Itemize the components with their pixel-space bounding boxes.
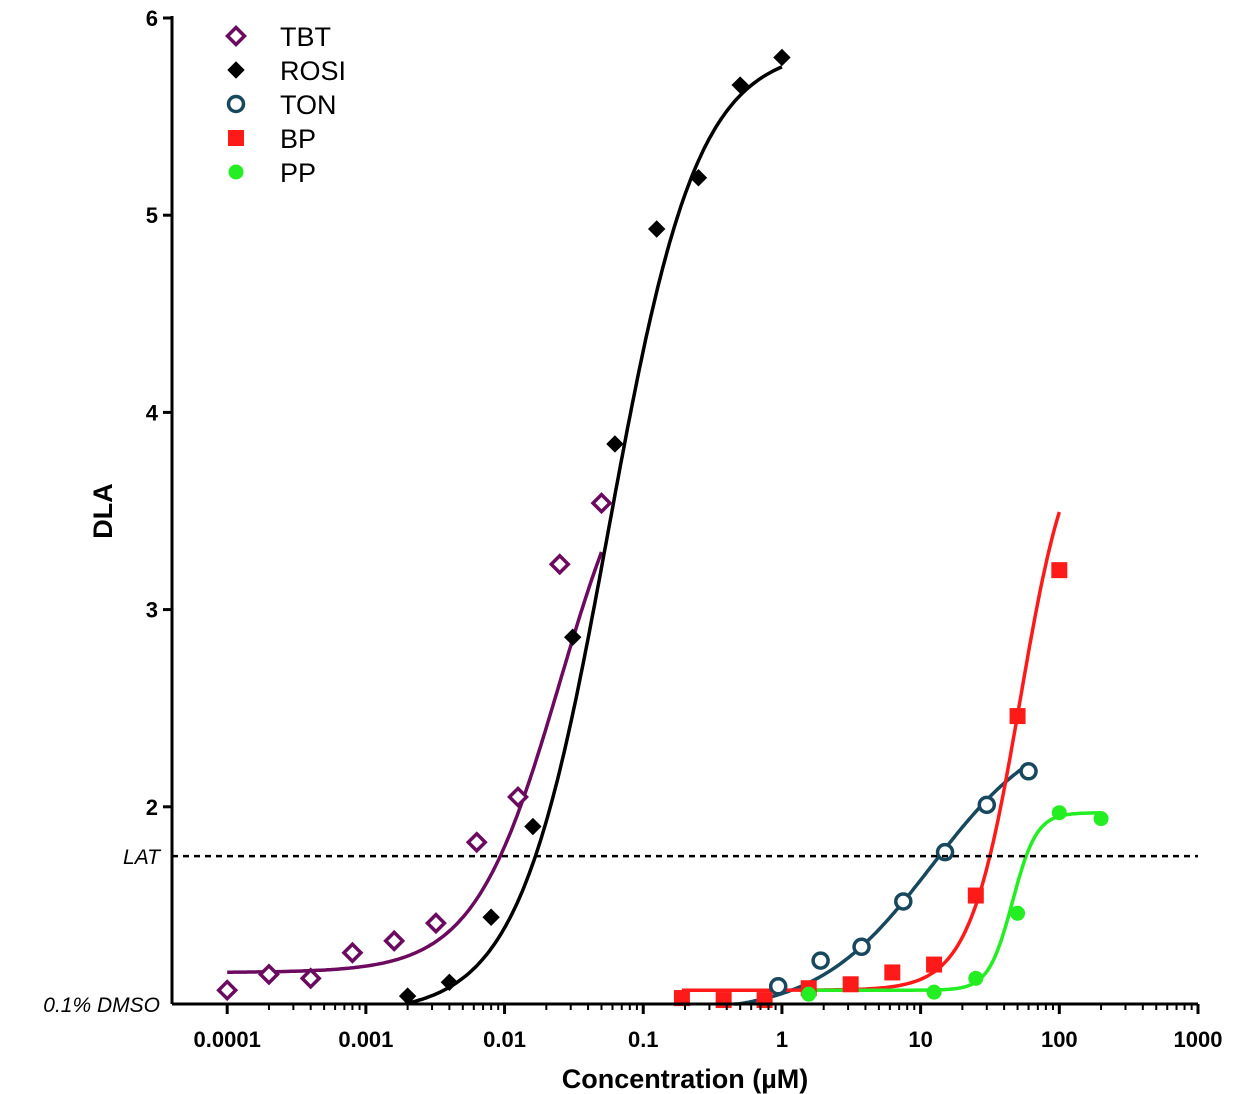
tbt-data-point: [465, 831, 488, 854]
bp-data-point: [1009, 708, 1026, 725]
tbt-data-point: [383, 929, 406, 952]
y-tick-label: 4: [146, 400, 159, 425]
bp-data-point: [967, 887, 984, 904]
y-axis-title: DLA: [88, 483, 118, 539]
tbt-data-point: [341, 941, 364, 964]
tbt-data-point: [216, 979, 239, 1002]
rosi-data-point: [606, 435, 624, 453]
pp-data-point: [801, 986, 817, 1002]
bp-data-point: [715, 992, 732, 1009]
rosi-data-point: [689, 169, 708, 187]
reference-label: LAT: [123, 846, 162, 869]
ton-data-point: [894, 892, 913, 911]
x-tick-label: 0.01: [483, 1027, 526, 1052]
tbt-legend-marker: [225, 25, 247, 47]
pp-data-point: [1051, 805, 1067, 821]
y-tick-label: 2: [146, 795, 158, 820]
rosi-fit-curve: [407, 65, 783, 1005]
pp-legend-marker: [228, 164, 244, 180]
pp-legend-label: PP: [280, 158, 316, 188]
bp-fit-curve: [681, 511, 1061, 992]
x-tick-label: 0.0001: [194, 1027, 261, 1052]
y-tick-label: 6: [146, 6, 158, 31]
bp-data-point: [1051, 562, 1068, 579]
ton-data-point: [811, 951, 830, 970]
ton-data-point: [768, 977, 788, 996]
rosi-data-point: [647, 220, 666, 238]
bp-data-point: [673, 990, 690, 1007]
ton-data-point: [935, 842, 955, 862]
ton-data-point: [852, 937, 871, 957]
rosi-data-point: [524, 817, 542, 836]
y-tick-label: 3: [146, 598, 158, 623]
bp-legend-marker: [228, 130, 244, 146]
tbt-data-point: [548, 553, 571, 576]
ton-legend-marker: [226, 94, 246, 114]
rosi-data-point: [773, 48, 791, 67]
rosi-data-point: [731, 76, 749, 94]
tbt-data-point: [507, 785, 529, 808]
pp-data-point: [1093, 811, 1109, 827]
pp-data-point: [926, 984, 942, 1000]
x-tick-label: 10: [908, 1027, 932, 1052]
x-tick-label: 100: [1041, 1027, 1078, 1052]
fit-curves: [227, 65, 1102, 1006]
tbt-fit-curve: [227, 551, 604, 974]
bp-data-point: [756, 992, 773, 1009]
rosi-data-point: [564, 628, 582, 646]
ton-data-point: [977, 795, 997, 815]
tbt-legend-label: TBT: [280, 22, 331, 52]
y-tick-label: 5: [146, 203, 158, 228]
rosi-data-point: [440, 973, 459, 992]
x-tick-label: 0.1: [628, 1027, 659, 1052]
rosi-legend-marker: [227, 61, 245, 79]
pp-fit-curve: [808, 811, 1102, 992]
pp-data-point: [1010, 905, 1026, 921]
ton-data-point: [1019, 762, 1038, 781]
x-axis-title: Concentration (µM): [562, 1064, 809, 1094]
ton-legend-label: TON: [280, 90, 337, 120]
tbt-data-point: [299, 967, 322, 990]
data-points: [216, 48, 1109, 1009]
bp-legend-label: BP: [280, 124, 316, 154]
bp-data-point: [884, 964, 901, 981]
tbt-data-point: [424, 912, 447, 935]
bp-data-point: [842, 976, 859, 993]
x-tick-label: 1: [776, 1027, 788, 1052]
bp-data-point: [926, 956, 943, 973]
pp-data-point: [968, 970, 984, 986]
tbt-data-point: [590, 492, 613, 515]
rosi-legend-label: ROSI: [280, 56, 346, 86]
tbt-data-point: [257, 963, 280, 986]
x-tick-label: 0.001: [338, 1027, 393, 1052]
reference-label: 0.1% DMSO: [43, 994, 160, 1017]
rosi-data-point: [482, 908, 500, 926]
x-tick-label: 1000: [1174, 1027, 1223, 1052]
legend: TBT ROSI TON BP PP: [225, 22, 346, 188]
